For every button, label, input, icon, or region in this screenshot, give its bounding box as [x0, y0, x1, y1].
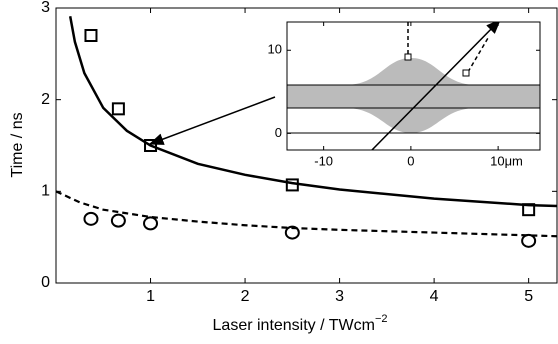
- x-tick-label: 4: [430, 288, 439, 305]
- x-tick-label: 5: [524, 288, 533, 305]
- circle-point: [110, 213, 126, 228]
- y-tick-label: 0: [275, 125, 282, 140]
- x-tick-label: 3: [335, 288, 344, 305]
- y-tick-label: 0: [41, 274, 50, 291]
- curve: [68, 16, 558, 208]
- x-tick-label: 1: [146, 288, 155, 305]
- plot-frame: [55, 7, 558, 284]
- inset-frame: [286, 21, 541, 151]
- inset: -10 0 10μm 0 10: [268, 21, 541, 168]
- x-tick-label: 2: [241, 288, 250, 305]
- circle-point: [284, 225, 300, 240]
- x-label-text: Laser intensity / TWcm: [213, 317, 375, 334]
- inset-drawing: [287, 22, 540, 150]
- circle-point: [521, 233, 537, 248]
- square-point: [111, 102, 125, 116]
- x-tick-label: 0: [407, 153, 414, 168]
- circle-point: [83, 211, 99, 226]
- pointer-arrow: [148, 96, 276, 145]
- waveguide-shape: [287, 58, 540, 133]
- x-axis-label: Laser intensity / TWcm−2: [213, 313, 388, 334]
- curve: [55, 190, 558, 238]
- main-chart: 1 2 3 4 5 0 1 2 3: [41, 0, 558, 305]
- ray-arrow: [370, 22, 502, 150]
- y-axis-label: Time / ns: [9, 112, 26, 177]
- ray-marker: [462, 69, 470, 77]
- y-tick-label: 1: [41, 183, 50, 200]
- x-tick-label: 10μm: [490, 153, 523, 168]
- y-tick-label: 10: [268, 42, 282, 57]
- y-tick-label: 2: [41, 91, 50, 108]
- ray-marker: [404, 53, 412, 61]
- circle-point: [143, 216, 159, 231]
- inset-axes: -10 0 10μm 0 10: [268, 22, 540, 168]
- square-point: [84, 29, 98, 42]
- x-label-exponent: −2: [375, 313, 388, 325]
- y-tick-label: 3: [41, 0, 50, 16]
- x-tick-label: -10: [314, 153, 333, 168]
- square-point: [285, 178, 299, 192]
